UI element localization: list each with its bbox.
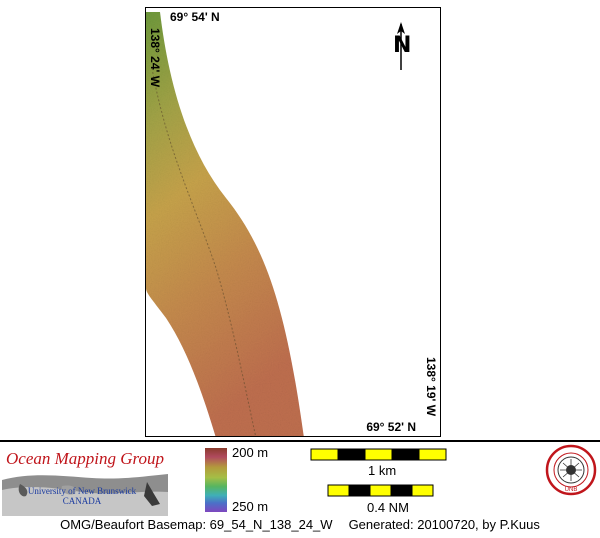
latitude-bottom-label: 69° 52' N xyxy=(366,420,416,434)
longitude-left-label: 138° 24' W xyxy=(148,28,162,88)
ocean-mapping-group-logo xyxy=(2,446,168,516)
north-arrow-icon xyxy=(397,22,405,70)
depth-max-label: 250 m xyxy=(232,499,269,514)
university-line1: University of New Brunswick xyxy=(27,486,137,496)
university-name: University of New Brunswick CANADA xyxy=(26,486,138,506)
survey-swath xyxy=(146,12,304,436)
longitude-right-label: 138° 19' W xyxy=(424,356,438,416)
university-seal-icon: UNB xyxy=(545,444,597,496)
basemap-label: OMG/Beaufort Basemap: 69_54_N_138_24_W xyxy=(60,517,333,532)
university-line2: CANADA xyxy=(62,496,102,506)
depth-color-bar xyxy=(205,448,227,512)
map-frame[interactable]: 69° 54' N 69° 52' N 138° 24' W 138° 19' … xyxy=(145,7,441,437)
north-label: N xyxy=(393,33,412,58)
generated-label: Generated: 20100720, by P.Kuus xyxy=(348,517,540,532)
depth-min-label: 200 m xyxy=(232,445,269,460)
scale-bar-nm xyxy=(327,484,434,497)
scale-nm-label: 0.4 NM xyxy=(367,500,409,515)
survey-trackline xyxy=(151,67,257,436)
group-name: Ocean Mapping Group xyxy=(6,449,165,468)
scale-bars xyxy=(310,448,447,497)
latitude-top-label: 69° 54' N xyxy=(170,10,220,24)
scale-bar-km xyxy=(310,448,447,461)
map-caption: OMG/Beaufort Basemap: 69_54_N_138_24_W Ge… xyxy=(0,517,600,532)
footer-divider xyxy=(0,440,600,442)
bathymetry-map[interactable] xyxy=(146,8,441,437)
scale-km-label: 1 km xyxy=(368,463,397,478)
svg-text:UNB: UNB xyxy=(565,487,578,493)
